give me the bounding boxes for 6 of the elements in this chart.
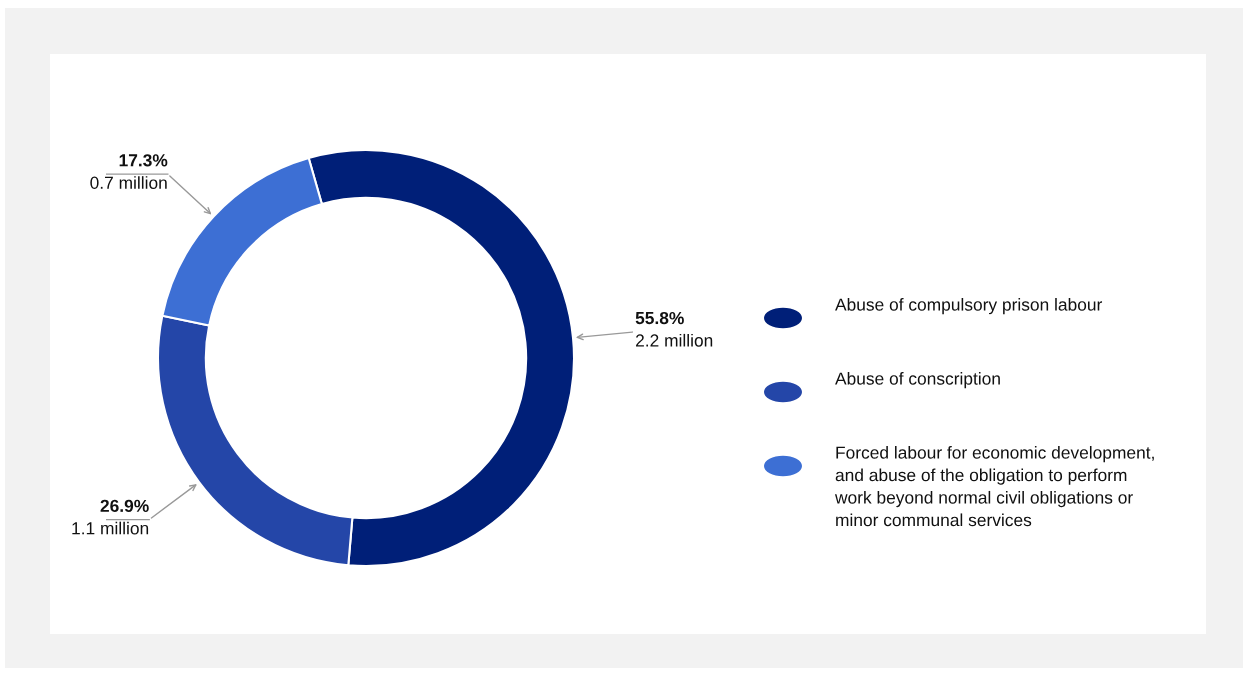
legend-label: Forced labour for economic development, and abuse of the obligation to perform work beyond normal civil obligations or minor communal services — [834, 446, 1154, 527]
legend-label: Abuse of conscription — [835, 372, 1000, 389]
data-label: 26.9% 1.1 million — [72, 499, 149, 535]
data-label: 17.3% 0.7 million — [90, 154, 168, 189]
legend-label: Abuse of compulsory prison labour — [835, 298, 1103, 315]
data-label: 55.8% 2.2 million — [635, 311, 713, 347]
